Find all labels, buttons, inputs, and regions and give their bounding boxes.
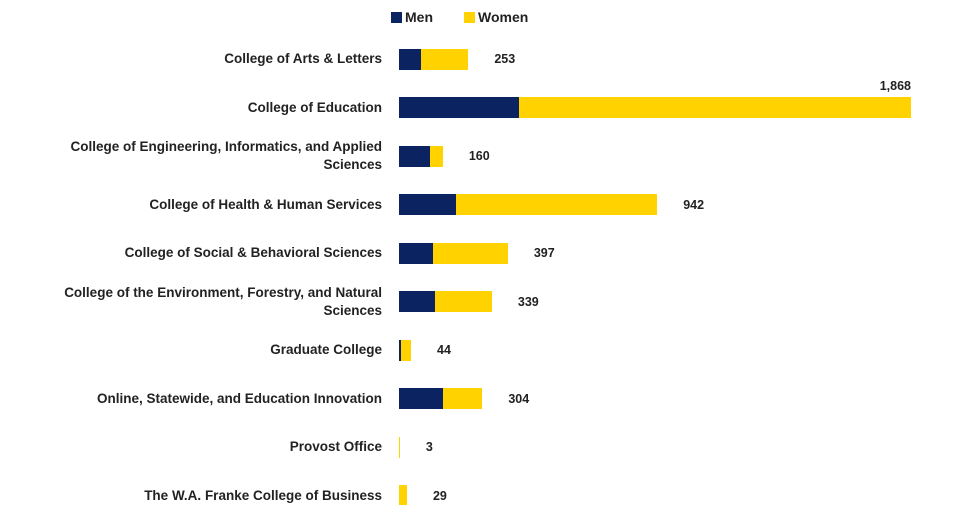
- total-label: 339: [517, 294, 539, 309]
- bar: [399, 436, 400, 458]
- bar: [434, 291, 492, 312]
- category-label: College of Arts & Letters: [224, 51, 382, 66]
- total-label: 29: [432, 488, 447, 503]
- bar: [399, 145, 430, 167]
- category-label: College of Engineering, Informatics, and…: [70, 139, 382, 172]
- bar: [399, 388, 444, 409]
- total-label: 160: [468, 149, 490, 163]
- bar: [432, 242, 508, 264]
- total-label: 304: [508, 391, 530, 406]
- total-label: 253: [494, 52, 516, 66]
- category-label: The W.A. Franke College of Business: [144, 487, 382, 503]
- bar: [420, 48, 469, 70]
- bar: [399, 194, 456, 215]
- total-label: 44: [437, 343, 451, 357]
- category-label: Graduate College: [270, 342, 382, 357]
- legend-swatch: [464, 11, 475, 23]
- category-label: Online, Statewide, and Education Innovat…: [96, 390, 382, 406]
- legend-item: Women: [464, 9, 528, 25]
- legend-swatch: [391, 11, 402, 23]
- legend-item: Men: [391, 9, 433, 25]
- bar: [399, 339, 401, 361]
- category-label: College of the Environment, Forestry, an…: [64, 284, 382, 318]
- bar: [399, 291, 435, 312]
- bar: [429, 145, 443, 167]
- category-label: College of Social & Behavioral Sciences: [124, 245, 382, 260]
- bar: [399, 485, 407, 505]
- bar: [456, 194, 658, 215]
- bar: [519, 97, 911, 118]
- bar: [399, 48, 421, 70]
- bar: [399, 97, 520, 118]
- legend-label: Men: [405, 9, 433, 25]
- total-label: 3: [425, 440, 433, 454]
- bar: [399, 242, 433, 264]
- bar: [400, 339, 412, 361]
- category-label: College of Education: [247, 99, 382, 115]
- total-label: 942: [683, 197, 705, 212]
- total-label: 1,868: [879, 78, 911, 93]
- category-label: College of Health & Human Services: [149, 196, 382, 212]
- bar: [443, 388, 483, 409]
- category-label: Provost Office: [289, 439, 382, 454]
- legend-label: Women: [478, 9, 529, 25]
- total-label: 397: [533, 246, 555, 260]
